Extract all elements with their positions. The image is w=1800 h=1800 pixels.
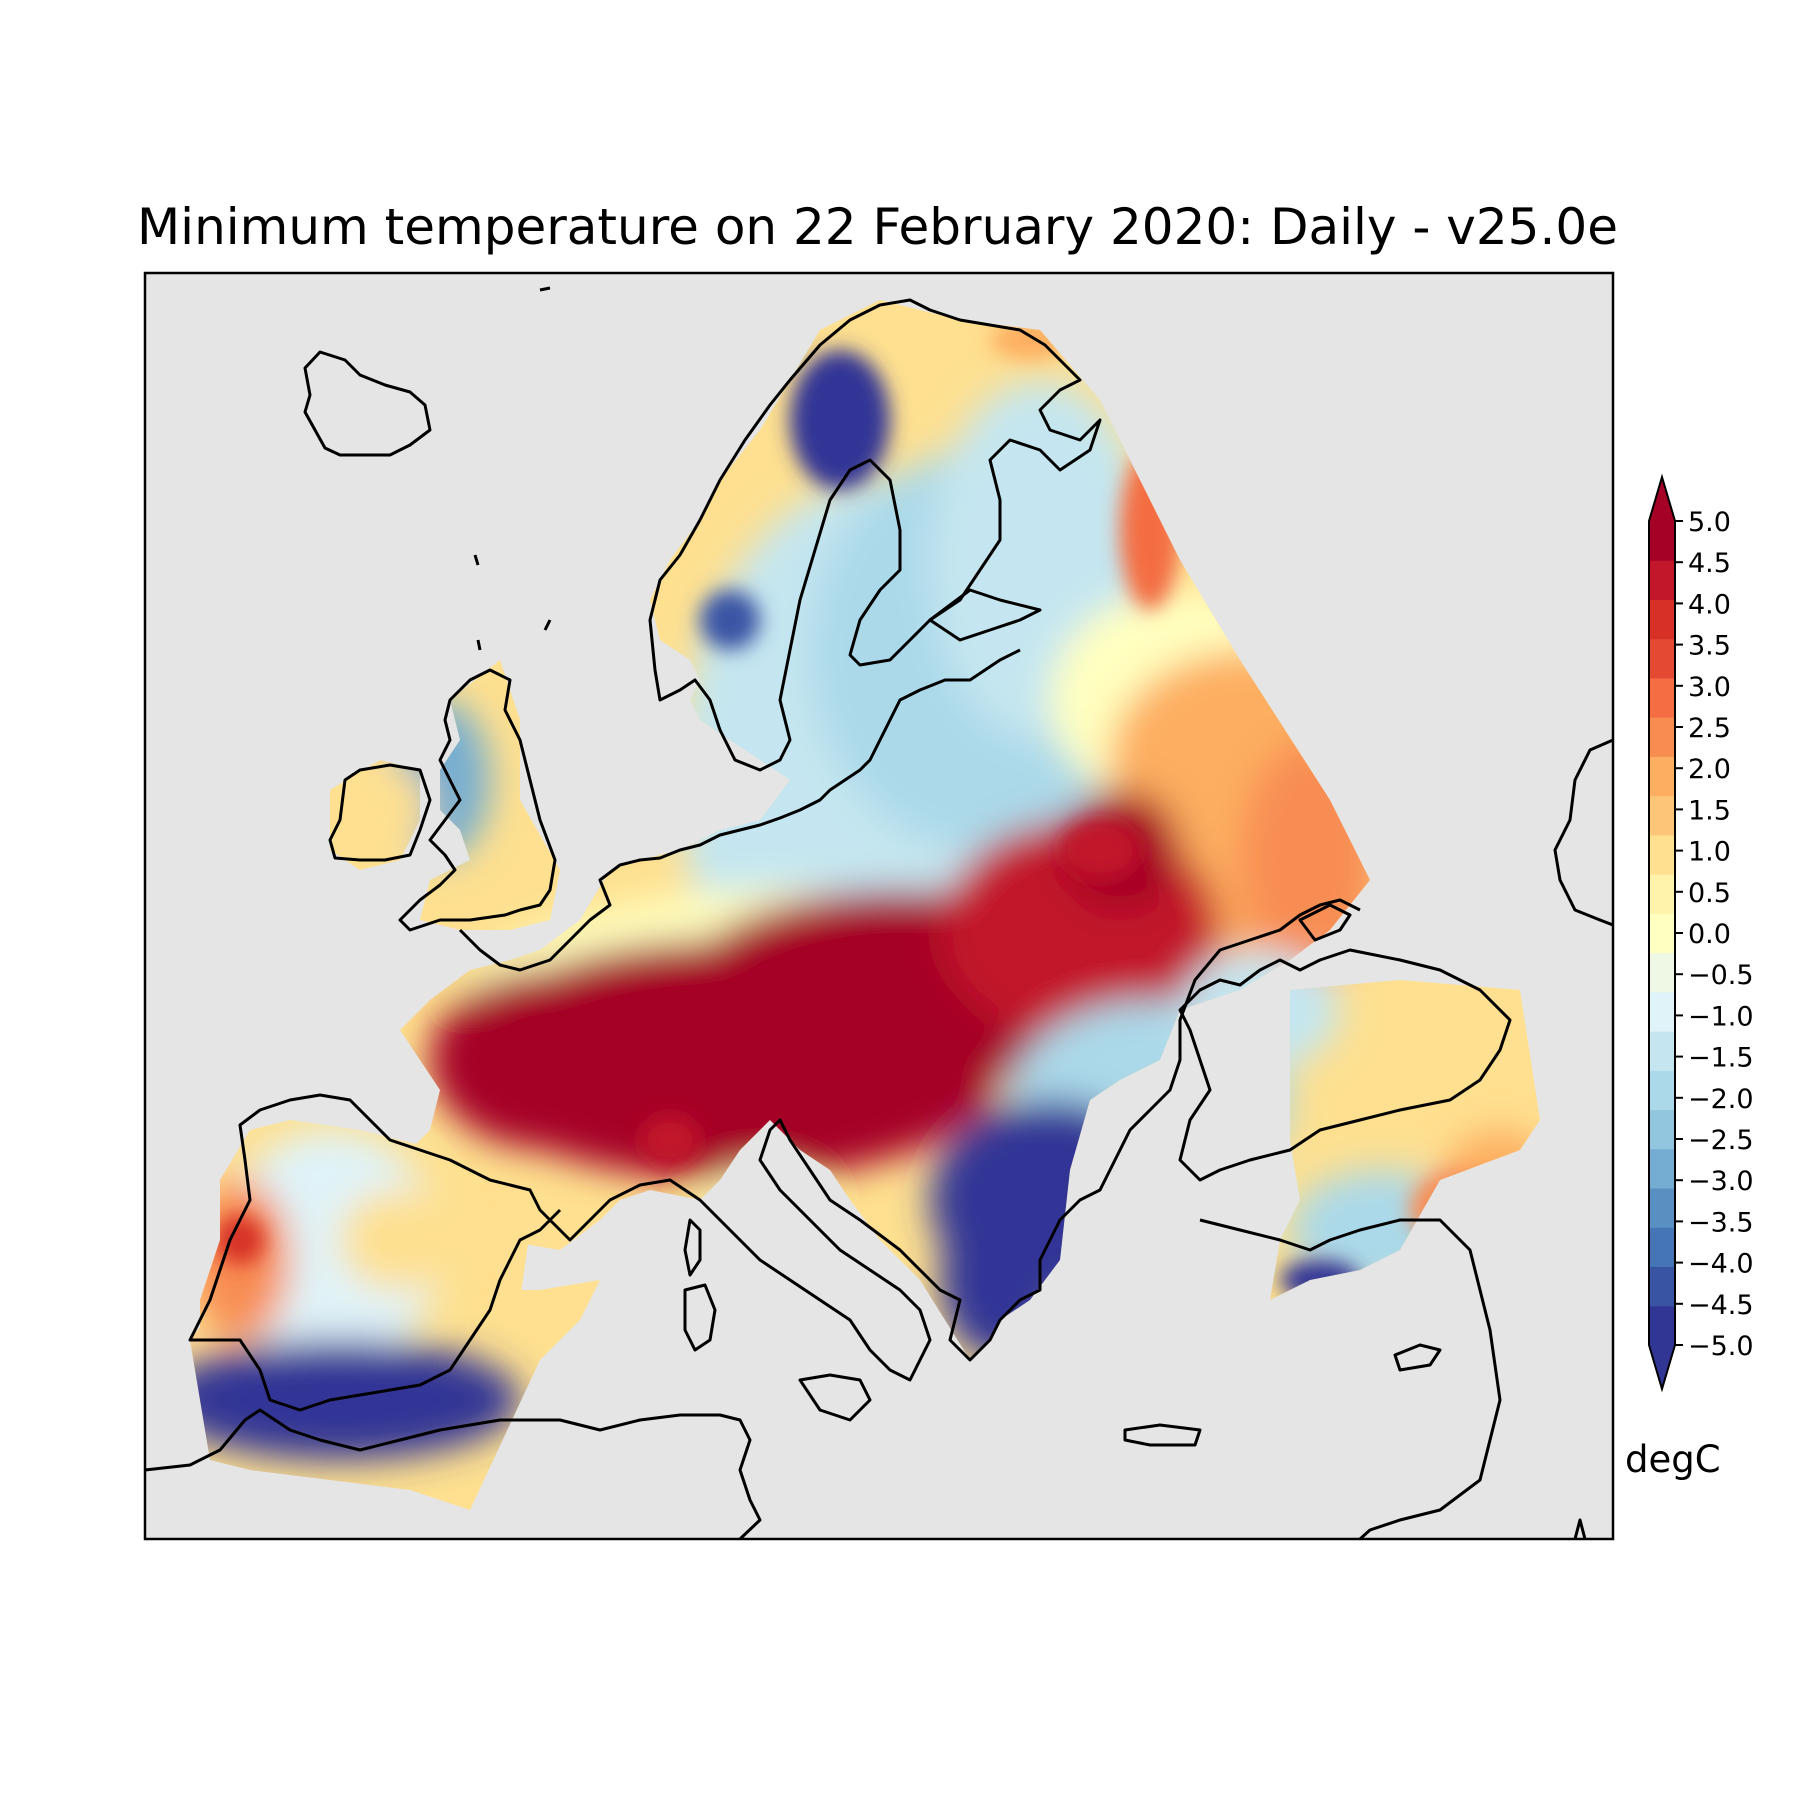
coastline-ireland bbox=[328, 763, 432, 862]
coastline-africa bbox=[145, 1408, 762, 1539]
colorbar-segment bbox=[1649, 795, 1675, 836]
coastline-continent bbox=[188, 648, 1613, 1412]
colorbar-tick-label: 0.0 bbox=[1688, 919, 1731, 950]
colorbar-extend-max-arrow bbox=[1649, 477, 1675, 521]
coastline-black-sea bbox=[1178, 948, 1512, 1182]
colorbar-segment bbox=[1649, 521, 1675, 561]
colorbar-tick-label: −1.5 bbox=[1688, 1043, 1754, 1074]
colorbar-tick-label: 2.5 bbox=[1688, 713, 1731, 744]
colorbar-unit-label: degC bbox=[1625, 1438, 1721, 1481]
map-area bbox=[145, 273, 1613, 1539]
colorbar-tick-label: −2.5 bbox=[1688, 1125, 1754, 1156]
colorbar-segment bbox=[1649, 599, 1675, 640]
colorbar-segment bbox=[1649, 1031, 1675, 1071]
colorbar-tick-label: −4.5 bbox=[1688, 1290, 1754, 1321]
colorbar-tick-label: −3.0 bbox=[1688, 1166, 1754, 1197]
colorbar-segment bbox=[1649, 1305, 1675, 1346]
colorbar-segment bbox=[1649, 991, 1675, 1032]
colorbar-segment bbox=[1649, 717, 1675, 757]
colorbar-segment bbox=[1649, 1148, 1675, 1189]
coastline-faroe-shetland bbox=[473, 286, 552, 651]
colorbar-segment bbox=[1649, 1188, 1675, 1228]
colorbar-segment bbox=[1649, 560, 1675, 600]
coastline-azov-crimea bbox=[1298, 903, 1352, 942]
coastline-corsica bbox=[683, 1218, 702, 1277]
colorbar-segment bbox=[1649, 1070, 1675, 1111]
colorbar-segment bbox=[1649, 834, 1675, 875]
coastline-sardinia bbox=[683, 1283, 717, 1352]
colorbar-segment bbox=[1649, 952, 1675, 993]
coastline-iceland bbox=[303, 350, 432, 457]
colorbar-tick-label: −5.0 bbox=[1688, 1331, 1754, 1362]
colorbar-tick-label: 4.0 bbox=[1688, 589, 1731, 620]
colorbar: 5.0 4.5 4.0 3.5 3.0 2.5 2.0 1.5 1.0 0.5 0.0 −0.5 −1.… bbox=[1648, 473, 1754, 1393]
colorbar-segment bbox=[1649, 1227, 1675, 1268]
colorbar-tick-label: −0.5 bbox=[1688, 960, 1754, 991]
colorbar-segment bbox=[1649, 874, 1675, 914]
coastline-crete bbox=[1123, 1423, 1202, 1447]
coastline-caspian bbox=[1573, 1518, 1587, 1539]
coastline-cyprus bbox=[1393, 1343, 1442, 1372]
coastline-scandinavia bbox=[648, 298, 1102, 772]
coastline-anatolia-levant bbox=[1199, 1218, 1502, 1539]
colorbar-tick-label: −3.5 bbox=[1688, 1207, 1754, 1238]
colorbar-tick-label: −1.0 bbox=[1688, 1001, 1754, 1032]
colorbar-tick-label: −2.0 bbox=[1688, 1084, 1754, 1115]
coastlines bbox=[145, 286, 1613, 1539]
colorbar-segment bbox=[1649, 638, 1675, 679]
colorbar-segment bbox=[1649, 1266, 1675, 1307]
colorbar-segment bbox=[1649, 756, 1675, 797]
colorbar-tick-label: 3.0 bbox=[1688, 672, 1731, 703]
colorbar-tick-label: 1.0 bbox=[1688, 837, 1731, 868]
colorbar-extend-min-arrow bbox=[1649, 1345, 1675, 1389]
colorbar-tick-label: 0.5 bbox=[1688, 878, 1731, 909]
colorbar-tick-label: 1.5 bbox=[1688, 795, 1731, 826]
colorbar-segment bbox=[1649, 913, 1675, 954]
map-frame bbox=[143, 271, 1615, 1541]
coastline-britain bbox=[398, 668, 557, 932]
colorbar-segment bbox=[1649, 677, 1675, 718]
colorbar-tick-label: −4.0 bbox=[1688, 1249, 1754, 1280]
colorbar-tick-label: 3.5 bbox=[1688, 631, 1731, 662]
colorbar-segment bbox=[1649, 1109, 1675, 1150]
map-title: Minimum temperature on 22 February 2020:… bbox=[137, 198, 1618, 256]
colorbar-tick-label: 5.0 bbox=[1688, 507, 1731, 538]
colorbar-tick-label: 4.5 bbox=[1688, 548, 1731, 579]
colorbar-tick-label: 2.0 bbox=[1688, 754, 1731, 785]
coastline-sicily bbox=[798, 1373, 872, 1422]
coastline-baltic-finland bbox=[928, 588, 1042, 642]
